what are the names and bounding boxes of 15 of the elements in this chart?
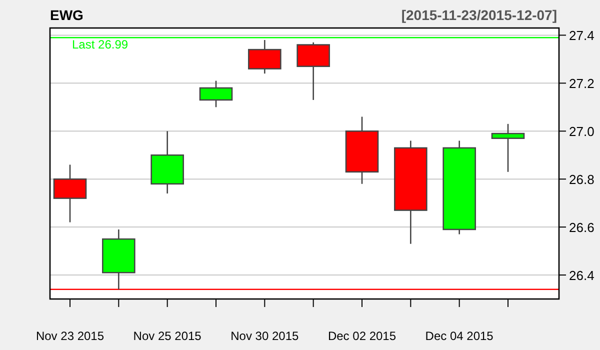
x-tick-label: Dec 02 2015 (328, 329, 396, 343)
x-tick-label: Nov 23 2015 (36, 329, 104, 343)
y-tick-label: 26.6 (569, 220, 594, 236)
chart-title: EWG (50, 7, 84, 23)
y-tick-label: 26.8 (569, 172, 594, 188)
x-tick-label: Dec 04 2015 (425, 329, 494, 343)
y-tick-label: 27.2 (569, 76, 594, 92)
x-tick-label: Nov 25 2015 (133, 329, 202, 343)
y-tick-label: 27.4 (569, 28, 594, 44)
candlestick (491, 123, 525, 173)
x-tick-label: Nov 30 2015 (230, 329, 300, 343)
chart-subtitle: [2015-11-23/2015-12-07] (401, 7, 557, 23)
ref-line-label: Last 26.99 (72, 38, 128, 52)
y-tick-label: 26.4 (569, 268, 594, 284)
y-tick-label: 27.0 (569, 124, 594, 140)
